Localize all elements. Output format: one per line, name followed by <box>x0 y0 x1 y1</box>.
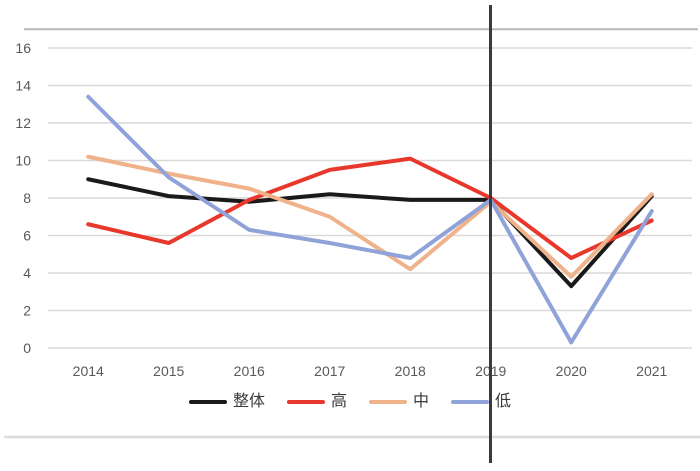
legend-line-swatch-high <box>286 400 325 404</box>
legend-label-overall: 整体 <box>232 393 265 410</box>
x-axis-tick-label-2016: 2016 <box>234 363 265 379</box>
legend-line-swatch-low <box>451 400 490 404</box>
y-axis-tick-label: 0 <box>23 340 31 356</box>
y-axis-tick-label: 6 <box>23 228 31 244</box>
series-line-mid <box>86 154 654 279</box>
x-axis-tick-label-2017: 2017 <box>314 363 345 379</box>
series-line-low <box>86 94 654 345</box>
x-axis-tick-label-2018: 2018 <box>395 363 426 379</box>
x-axis-tick-label-2015: 2015 <box>153 363 184 379</box>
chart-legend: 整体 高 中 低 <box>0 394 700 410</box>
y-axis-tick-label: 4 <box>23 265 31 281</box>
x-axis-tick-label-2020: 2020 <box>556 363 587 379</box>
legend-label-high: 高 <box>330 393 347 410</box>
legend-line-swatch-overall <box>188 400 227 404</box>
legend-item-low: 低 <box>451 394 511 410</box>
legend-line-swatch-mid <box>369 400 407 404</box>
series-line-high <box>86 156 654 260</box>
legend-item-mid: 中 <box>369 394 429 410</box>
vertical-marker-2019-line <box>489 5 493 463</box>
series-line-overall <box>86 177 654 289</box>
x-axis-tick-label-2021: 2021 <box>636 363 667 379</box>
legend-item-high: 高 <box>286 393 347 410</box>
x-axis-tick-label-2014: 2014 <box>73 363 104 379</box>
legend-label-low: 低 <box>495 393 512 410</box>
legend-item-overall: 整体 <box>188 393 265 410</box>
y-axis-tick-label: 8 <box>23 190 31 206</box>
legend-label-mid: 中 <box>413 393 430 410</box>
y-axis-tick-label: 14 <box>15 78 31 94</box>
y-axis-tick-label: 10 <box>15 153 31 169</box>
y-axis-tick-label: 2 <box>23 303 31 319</box>
y-axis-tick-label: 16 <box>15 40 31 56</box>
y-axis-tick-label: 12 <box>15 115 31 131</box>
